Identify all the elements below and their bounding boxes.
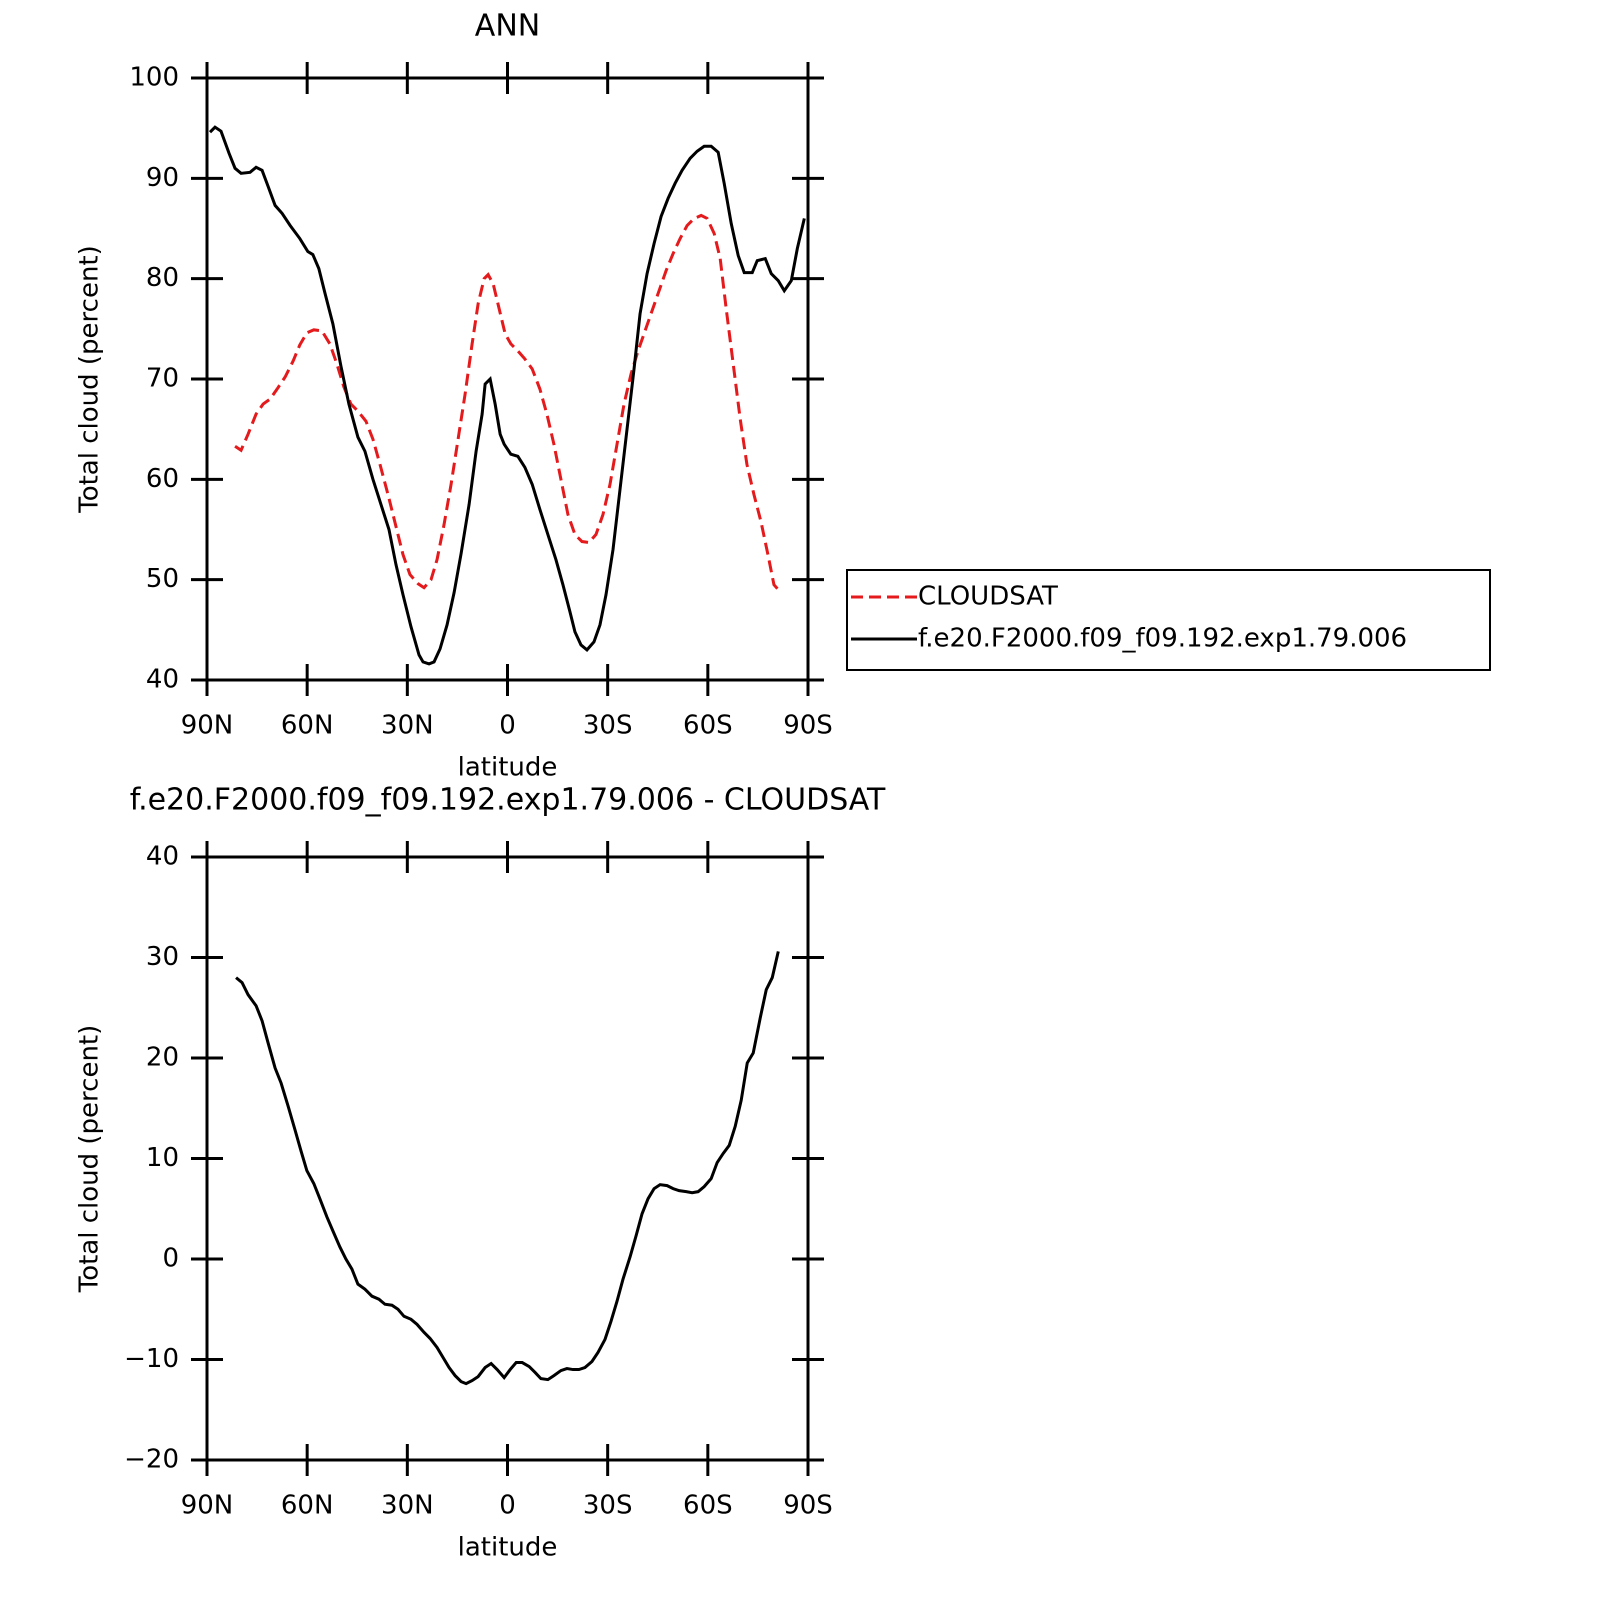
x-tick-label: 30S xyxy=(583,711,633,741)
chart-title: ANN xyxy=(475,9,540,44)
x-axis-label: latitude xyxy=(458,753,558,783)
x-axis-label: latitude xyxy=(458,1533,558,1563)
x-tick-label: 60S xyxy=(683,1491,733,1521)
plot: ANN 40 50 60 70 80 90 100 90N 60N 30N 0 30S 60S 90S lat… xyxy=(75,9,1491,783)
x-tick-label: 60N xyxy=(281,1491,334,1521)
y-tick-label: 100 xyxy=(129,63,179,93)
legend: CLOUDSAT f.e20.F2000.f09_f09.192.exp1.79.… xyxy=(846,569,1491,671)
data-line xyxy=(234,213,780,591)
y-tick-label: 80 xyxy=(146,263,179,293)
y-tick-label: 0 xyxy=(162,1244,179,1274)
x-tick-label: 0 xyxy=(499,1491,516,1521)
x-tick-label: 90S xyxy=(783,1491,833,1521)
y-tick-label: 60 xyxy=(146,464,179,494)
plot-frame xyxy=(205,855,810,1462)
plot-frame xyxy=(205,76,810,682)
y-tick-label: 90 xyxy=(146,163,179,193)
y-axis-label: Total cloud (percent) xyxy=(75,1025,105,1294)
y-tick-label: −20 xyxy=(124,1445,179,1475)
y-tick-label: 70 xyxy=(146,364,179,394)
x-tick-label: 0 xyxy=(499,711,516,741)
chart-title: f.e20.F2000.f09_f09.192.exp1.79.006 - CL… xyxy=(130,783,886,818)
plot: f.e20.F2000.f09_f09.192.exp1.79.006 - CL… xyxy=(75,783,886,1563)
legend-label: f.e20.F2000.f09_f09.192.exp1.79.006 xyxy=(918,624,1407,654)
x-tick-label: 90S xyxy=(783,711,833,741)
x-tick-label: 30N xyxy=(381,711,434,741)
x-tick-label: 30N xyxy=(381,1491,434,1521)
x-tick-label: 90N xyxy=(181,711,234,741)
legend-label: CLOUDSAT xyxy=(918,582,1058,612)
data-line xyxy=(235,951,780,1386)
x-tick-label: 60N xyxy=(281,711,334,741)
x-tick-label: 90N xyxy=(181,1491,234,1521)
y-tick-label: 10 xyxy=(146,1143,179,1173)
y-tick-label: 30 xyxy=(146,942,179,972)
x-tick-label: 60S xyxy=(683,711,733,741)
y-tick-label: −10 xyxy=(124,1344,179,1374)
x-tick-label: 30S xyxy=(583,1491,633,1521)
y-axis-label: Total cloud (percent) xyxy=(75,245,105,514)
y-tick-label: 40 xyxy=(146,665,179,695)
y-tick-label: 40 xyxy=(146,842,179,872)
legend-box xyxy=(846,569,1491,671)
data-line xyxy=(208,125,806,666)
y-tick-label: 20 xyxy=(146,1043,179,1073)
y-tick-label: 50 xyxy=(146,564,179,594)
